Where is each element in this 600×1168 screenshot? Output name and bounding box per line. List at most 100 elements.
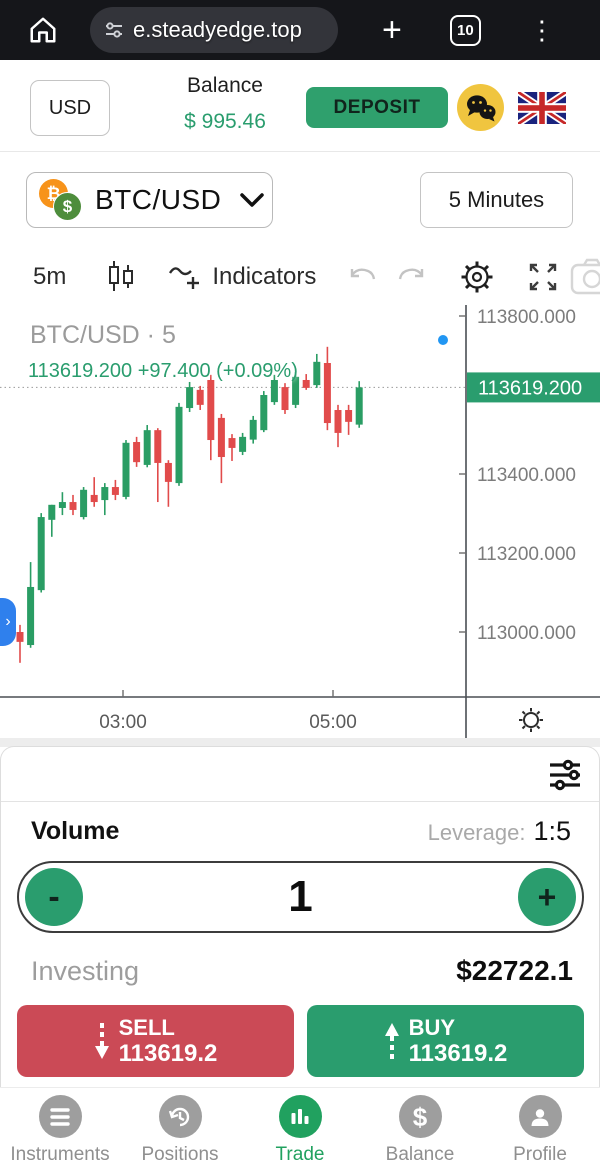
uk-flag-icon[interactable]	[516, 89, 568, 127]
candle	[281, 387, 289, 411]
nav-item-instruments[interactable]: Instruments	[0, 1088, 120, 1168]
buy-price: 113619.2	[408, 1039, 508, 1067]
chart-settings-gear-icon[interactable]	[460, 260, 494, 294]
volume-row: Volume Leverage: 1:5	[1, 802, 599, 860]
trade-settings-sliders-icon[interactable]	[545, 756, 585, 794]
candle	[302, 379, 310, 388]
candlestick-chart-svg: 113800.000 113400.000 113200.000 113000.000…	[0, 305, 600, 738]
screenshot-camera-icon[interactable]	[570, 257, 600, 295]
balance-dollar-icon: $	[398, 1095, 442, 1138]
deposit-button[interactable]: DEPOSIT	[306, 87, 448, 128]
candle	[239, 436, 247, 452]
nav-item-balance[interactable]: $ Balance	[360, 1088, 480, 1168]
candle	[122, 442, 130, 497]
candle	[16, 632, 24, 642]
decrease-volume-button[interactable]: -	[25, 868, 83, 926]
indicators-label[interactable]: Indicators	[212, 262, 317, 290]
chart-type-icon[interactable]	[108, 260, 134, 294]
undo-icon[interactable]	[348, 265, 376, 289]
candle	[101, 487, 109, 501]
home-icon[interactable]	[26, 13, 60, 47]
account-header: USD Balance $ 995.46 DEPOSIT	[0, 60, 600, 152]
investing-row: Investing $22722.1	[1, 955, 599, 987]
instrument-row: ₿ $ BTC/USD 5 Minutes	[0, 152, 600, 248]
leverage-value: 1:5	[533, 815, 571, 846]
arrow-up-icon	[384, 1023, 399, 1059]
new-tab-button[interactable]: +	[382, 11, 402, 49]
instruments-list-icon	[38, 1095, 82, 1138]
balance-block: Balance $ 995.46	[160, 74, 290, 134]
timeframe-selector[interactable]: 5 Minutes	[420, 172, 573, 228]
buy-button[interactable]: BUY 113619.2	[307, 1005, 584, 1077]
bottom-nav: Instruments Positions Trade $ Balance Pr…	[0, 1087, 600, 1168]
indicators-icon[interactable]	[168, 259, 204, 295]
price-axis-label: 113200.000	[477, 544, 576, 565]
url-bar[interactable]: e.steadyedge.top	[90, 7, 338, 53]
positions-history-icon	[158, 1095, 202, 1138]
arrow-down-icon	[94, 1023, 109, 1059]
sheet-divider	[0, 738, 600, 747]
price-axis-label: 113400.000	[477, 465, 576, 486]
pair-coins: ₿ $	[39, 179, 83, 221]
fullscreen-icon[interactable]	[528, 262, 558, 292]
tab-counter-button[interactable]: 10	[449, 14, 481, 46]
chart-symbol-title: BTC/USD · 5	[30, 321, 176, 349]
candle	[175, 406, 183, 484]
chart-legend-price: 113619.200 +97.400 (+0.09%)	[28, 360, 298, 382]
candle	[37, 517, 45, 591]
volume-label: Volume	[31, 816, 120, 845]
url-text: e.steadyedge.top	[133, 17, 302, 42]
pair-selector[interactable]: ₿ $ BTC/USD	[26, 172, 273, 228]
redo-icon[interactable]	[398, 265, 426, 289]
browser-bar: e.steadyedge.top + 10 ⋮	[0, 0, 600, 60]
volume-stepper: - 1 +	[17, 861, 584, 933]
candle	[323, 363, 331, 424]
timezone-sun-icon[interactable]	[517, 706, 545, 739]
balance-value: $ 995.46	[184, 110, 266, 133]
candle	[164, 462, 172, 482]
investing-value: $22722.1	[456, 955, 573, 986]
candle	[90, 494, 98, 503]
time-axis-label: 05:00	[309, 712, 357, 733]
leverage-label: Leverage:	[427, 819, 526, 845]
wechat-icon[interactable]	[457, 84, 504, 131]
nav-item-positions[interactable]: Positions	[120, 1088, 240, 1168]
price-marker-dot	[438, 335, 448, 345]
candle	[345, 410, 353, 422]
current-price-badge	[467, 372, 600, 403]
time-axis-label: 03:00	[99, 712, 147, 733]
volume-value[interactable]: 1	[288, 872, 313, 921]
candle	[48, 504, 56, 520]
candle	[80, 489, 88, 518]
chevron-down-icon	[240, 193, 265, 207]
candle	[228, 438, 236, 448]
candle	[313, 361, 321, 386]
usd-coin-icon: $	[53, 192, 82, 221]
sell-button[interactable]: SELL 113619.2	[17, 1005, 294, 1077]
candle	[196, 389, 204, 405]
balance-label: Balance	[187, 74, 263, 97]
price-chart[interactable]: 113800.000 113400.000 113200.000 113000.000…	[0, 305, 600, 740]
candle	[111, 487, 119, 495]
scroll-right-button[interactable]: ›	[0, 598, 16, 646]
candle	[292, 376, 300, 405]
candle	[69, 502, 77, 510]
price-axis-label: 113800.000	[477, 307, 576, 328]
candle	[27, 586, 35, 646]
nav-item-profile[interactable]: Profile	[480, 1088, 600, 1168]
browser-menu-icon[interactable]: ⋮	[528, 14, 555, 45]
candle	[334, 410, 342, 433]
candle	[270, 379, 278, 403]
candle	[58, 502, 66, 508]
candle	[154, 430, 162, 463]
candle	[207, 379, 215, 441]
increase-volume-button[interactable]: +	[518, 868, 576, 926]
order-buttons-row: SELL 113619.2 BUY 113619.2	[17, 1005, 584, 1077]
candlestick-series	[16, 346, 363, 663]
nav-item-trade[interactable]: Trade	[240, 1088, 360, 1168]
currency-selector[interactable]: USD	[30, 80, 110, 136]
sell-label: SELL	[118, 1014, 175, 1040]
interval-button[interactable]: 5m	[33, 262, 67, 290]
current-price-badge-text: 113619.200	[478, 377, 582, 399]
